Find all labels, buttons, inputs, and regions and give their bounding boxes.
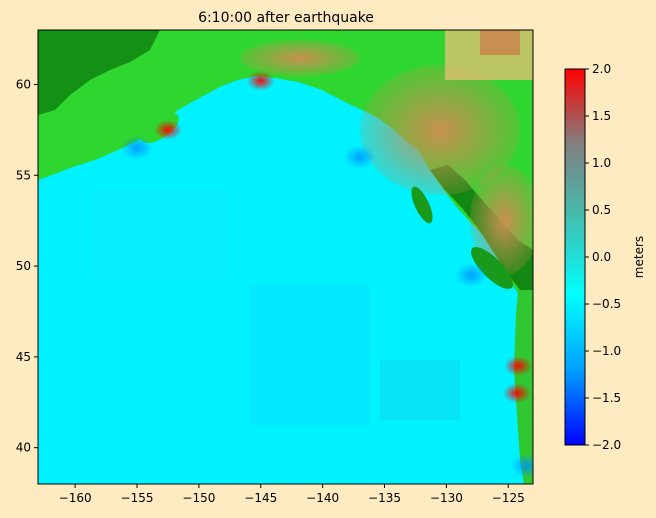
land-highland bbox=[360, 65, 520, 195]
colorbar-ticks: −2.0 −1.5 −1.0 −0.5 0.0 0.5 1.0 1.5 2.0 bbox=[585, 62, 621, 452]
wave-crest-region bbox=[502, 383, 531, 404]
land-highland bbox=[480, 30, 520, 55]
wave-trough-region bbox=[455, 263, 488, 288]
y-axis: 40 45 50 55 60 bbox=[16, 77, 38, 455]
ocean-shade bbox=[380, 360, 460, 420]
wave-trough-region bbox=[121, 136, 153, 161]
wave-trough-region bbox=[510, 453, 533, 478]
y-tick-label: 50 bbox=[16, 259, 31, 273]
x-tick-label: −145 bbox=[244, 491, 277, 505]
x-tick-label: −140 bbox=[306, 491, 339, 505]
y-tick-label: 55 bbox=[16, 168, 31, 182]
colorbar-label: meters bbox=[632, 236, 646, 278]
plot-area bbox=[38, 30, 533, 484]
land-highland bbox=[240, 40, 360, 76]
y-tick-label: 60 bbox=[16, 77, 31, 91]
y-tick-label: 40 bbox=[16, 441, 31, 455]
colorbar-tick-label: −1.0 bbox=[592, 344, 621, 358]
colorbar-gradient bbox=[564, 68, 586, 446]
wave-trough-region bbox=[343, 145, 376, 170]
wave-crest-region bbox=[153, 119, 182, 140]
colorbar-tick-label: −2.0 bbox=[592, 438, 621, 452]
land-haida-gwaii bbox=[411, 186, 433, 224]
x-tick-label: −130 bbox=[430, 491, 463, 505]
ocean-shade bbox=[250, 285, 370, 425]
x-axis: −160 −155 −150 −145 −140 −135 −130 −125 bbox=[59, 484, 525, 505]
colorbar-tick-label: 0.0 bbox=[592, 250, 611, 264]
x-tick-label: −160 bbox=[59, 491, 92, 505]
colorbar-tick-label: 1.5 bbox=[592, 109, 611, 123]
colorbar-tick-label: 2.0 bbox=[592, 62, 611, 76]
colorbar-tick-label: −0.5 bbox=[592, 297, 621, 311]
x-tick-label: −125 bbox=[492, 491, 525, 505]
x-tick-label: −155 bbox=[121, 491, 154, 505]
wave-layer bbox=[121, 70, 533, 478]
plot-frame bbox=[37, 29, 534, 485]
y-tick-label: 45 bbox=[16, 350, 31, 364]
chart-title: 6:10:00 after earthquake bbox=[198, 10, 374, 26]
colorbar-tick-label: −1.5 bbox=[592, 391, 621, 405]
wave-crest-region bbox=[504, 355, 533, 376]
wave-crest-region bbox=[246, 70, 275, 91]
colorbar-tick-label: 1.0 bbox=[592, 156, 611, 170]
colorbar-tick-label: 0.5 bbox=[592, 203, 611, 217]
land-vancouver-island bbox=[470, 246, 514, 290]
colorbar: −2.0 −1.5 −1.0 −0.5 0.0 0.5 1.0 1.5 2.0 meters bbox=[564, 62, 646, 452]
land-lowland bbox=[38, 30, 160, 115]
ocean-shade bbox=[90, 190, 230, 280]
x-tick-label: −150 bbox=[182, 491, 215, 505]
land-highland bbox=[470, 165, 533, 275]
x-tick-label: −135 bbox=[368, 491, 401, 505]
